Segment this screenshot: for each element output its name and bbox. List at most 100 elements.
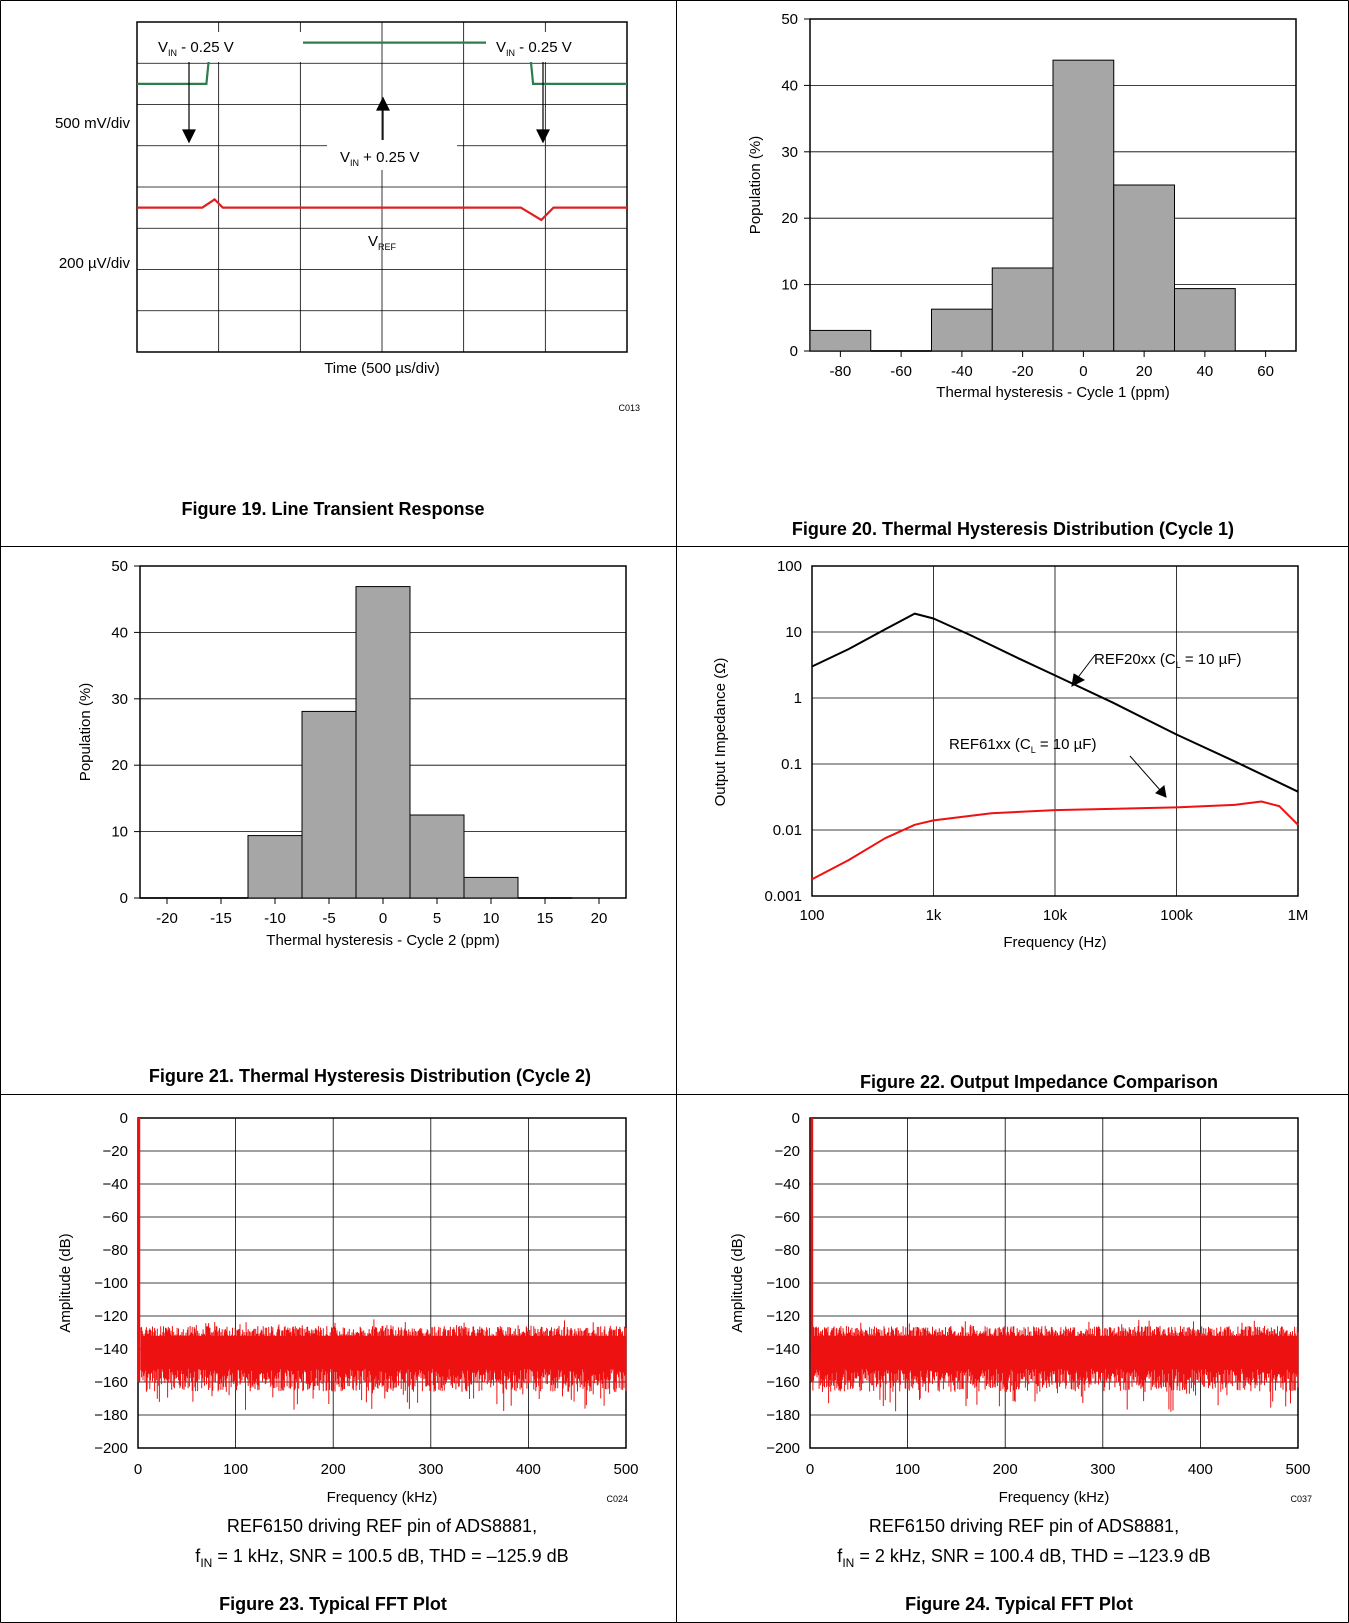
f23-ytick-label: −40 bbox=[103, 1176, 128, 1193]
f22-ytick-label: 0.1 bbox=[781, 756, 802, 773]
fig22-x-ticks: 100 1k 10k 100k 1M bbox=[799, 907, 1308, 924]
f20-xtick-label: -20 bbox=[1012, 363, 1034, 380]
fig23-code: C024 bbox=[606, 1494, 628, 1504]
fig22-series bbox=[811, 612, 1299, 881]
f23-ytick-label: −80 bbox=[103, 1242, 128, 1259]
f22-series-line-0 bbox=[811, 612, 1299, 793]
f22-xtick-label: 100 bbox=[799, 907, 824, 924]
f24-xtick-label: 0 bbox=[806, 1461, 814, 1478]
fig24-conditions-line1: REF6150 driving REF pin of ADS8881, bbox=[869, 1516, 1179, 1536]
f20-bar bbox=[1174, 288, 1236, 352]
figure-20: -80 -60 -40 -20 0 20 40 60 0 10 20 30 40 50 Thermal … bbox=[747, 11, 1297, 539]
f22-ytick-label: 0.001 bbox=[764, 888, 802, 905]
f21-xtick-label: -20 bbox=[156, 910, 178, 927]
f20-xtick-label: 60 bbox=[1257, 363, 1274, 380]
f20-bar bbox=[1052, 59, 1115, 352]
fig23-gridlines bbox=[138, 1118, 626, 1448]
f20-ytick-label: 20 bbox=[781, 210, 798, 227]
f21-xtick-label: 10 bbox=[483, 910, 500, 927]
figure-22: 100 1k 10k 100k 1M 0.001 0.01 0.1 1 10 100 REF20x… bbox=[712, 558, 1308, 1092]
fig24-code: C037 bbox=[1290, 1494, 1312, 1504]
fig22-series-label-ref20xx: REF20xx (CL = 10 µF) bbox=[1094, 651, 1241, 670]
fig19-trace-1 bbox=[137, 197, 627, 222]
f24-ytick-label: −200 bbox=[766, 1440, 800, 1457]
f22-ytick-label: 10 bbox=[785, 624, 802, 641]
f21-bar bbox=[463, 876, 519, 899]
fig23-conditions-line2: fIN = 1 kHz, SNR = 100.5 dB, THD = –125.… bbox=[195, 1546, 568, 1570]
fig23-caption: Figure 23. Typical FFT Plot bbox=[219, 1594, 447, 1614]
f21-ytick-label: 0 bbox=[120, 890, 128, 907]
f20-ytick-label: 0 bbox=[790, 343, 798, 360]
fig19-annotation-vin-plus: VIN + 0.25 V bbox=[340, 149, 419, 168]
f21-bar bbox=[301, 710, 357, 899]
f20-bar bbox=[931, 308, 993, 352]
fig20-caption: Figure 20. Thermal Hysteresis Distributi… bbox=[792, 519, 1234, 539]
fig23-y-ticks: 0 −20 −40 −60 −80 −100 −120 −140 −160 −180 −200 bbox=[94, 1110, 128, 1457]
f21-xtick-label: 15 bbox=[537, 910, 554, 927]
fig24-y-ticks: 0 −20 −40 −60 −80 −100 −120 −140 −160 −180 −200 bbox=[766, 1110, 800, 1457]
f23-xtick-label: 400 bbox=[516, 1461, 541, 1478]
f23-xtick-label: 500 bbox=[613, 1461, 638, 1478]
f21-ytick-label: 40 bbox=[111, 624, 128, 641]
f23-xtick-label: 0 bbox=[134, 1461, 142, 1478]
f20-xtick-label: -80 bbox=[830, 363, 852, 380]
fig19-scale-label-bottom: 200 µV/div bbox=[59, 255, 131, 272]
f24-ytick-label: −120 bbox=[766, 1308, 800, 1325]
fig19-annotation-vin-minus-left: VIN - 0.25 V bbox=[158, 39, 234, 58]
f23-xtick-label: 100 bbox=[223, 1461, 248, 1478]
f24-ytick-label: −20 bbox=[775, 1143, 800, 1160]
fig19-gridlines bbox=[137, 22, 627, 352]
f21-xtick-label: 0 bbox=[379, 910, 387, 927]
f20-xtick-label: 0 bbox=[1079, 363, 1087, 380]
f20-xtick-label: 20 bbox=[1136, 363, 1153, 380]
fig22-x-axis-label: Frequency (Hz) bbox=[1003, 934, 1106, 951]
fig24-y-axis-label: Amplitude (dB) bbox=[729, 1233, 746, 1332]
f23-ytick-label: −160 bbox=[94, 1374, 128, 1391]
f24-xtick-label: 200 bbox=[993, 1461, 1018, 1478]
fig22-caption: Figure 22. Output Impedance Comparison bbox=[860, 1072, 1218, 1092]
fig24-spectrum bbox=[810, 1118, 1299, 1412]
f21-ytick-label: 30 bbox=[111, 691, 128, 708]
f21-ytick-label: 50 bbox=[111, 558, 128, 575]
f23-ytick-label: −200 bbox=[94, 1440, 128, 1457]
fig23-y-axis-label: Amplitude (dB) bbox=[57, 1233, 74, 1332]
f22-xtick-label: 1M bbox=[1288, 907, 1309, 924]
f23-ytick-label: −20 bbox=[103, 1143, 128, 1160]
fig19-traces bbox=[137, 41, 627, 222]
fig19-trace-0 bbox=[137, 41, 627, 86]
fig24-x-ticks: 0 100 200 300 400 500 bbox=[806, 1461, 1311, 1478]
fig19-scale-label-top: 500 mV/div bbox=[55, 115, 131, 132]
fig19-caption: Figure 19. Line Transient Response bbox=[181, 499, 484, 519]
f22-ytick-label: 100 bbox=[777, 558, 802, 575]
f21-bar bbox=[355, 586, 411, 899]
fig19-annotation-vref: VREF bbox=[368, 233, 397, 252]
f24-ytick-label: −140 bbox=[766, 1341, 800, 1358]
fig23-x-ticks: 0 100 200 300 400 500 bbox=[134, 1461, 639, 1478]
f21-xtick-label: 20 bbox=[591, 910, 608, 927]
f21-xtick-label: -5 bbox=[322, 910, 335, 927]
f22-ytick-label: 0.01 bbox=[773, 822, 802, 839]
f24-ytick-label: −80 bbox=[775, 1242, 800, 1259]
f20-ytick-label: 40 bbox=[781, 77, 798, 94]
f24-xtick-label: 300 bbox=[1090, 1461, 1115, 1478]
fig20-bars bbox=[809, 59, 1236, 352]
f20-xtick-label: -40 bbox=[951, 363, 973, 380]
f24-xtick-label: 100 bbox=[895, 1461, 920, 1478]
f21-xtick-label: 5 bbox=[433, 910, 441, 927]
fig24-gridlines bbox=[810, 1118, 1298, 1448]
fig21-x-ticks: -20 -15 -10 -5 0 5 10 15 20 bbox=[156, 898, 607, 927]
f20-xtick-label: 40 bbox=[1197, 363, 1214, 380]
fig22-annotation-arrows bbox=[1071, 654, 1167, 798]
f21-bar bbox=[409, 814, 465, 899]
fig19-arrows bbox=[182, 62, 550, 144]
f20-ytick-label: 50 bbox=[781, 11, 798, 28]
figure-21: -20 -15 -10 -5 0 5 10 15 20 0 10 20 30 40 50 Thermal … bbox=[77, 558, 627, 1086]
f21-ytick-label: 20 bbox=[111, 757, 128, 774]
f20-bar bbox=[809, 329, 872, 352]
f24-ytick-label: −160 bbox=[766, 1374, 800, 1391]
fig19-label-bg-right bbox=[486, 32, 626, 62]
f23-ytick-label: −100 bbox=[94, 1275, 128, 1292]
f23-ytick-label: −140 bbox=[94, 1341, 128, 1358]
fig20-x-ticks: -80 -60 -40 -20 0 20 40 60 bbox=[830, 351, 1274, 380]
